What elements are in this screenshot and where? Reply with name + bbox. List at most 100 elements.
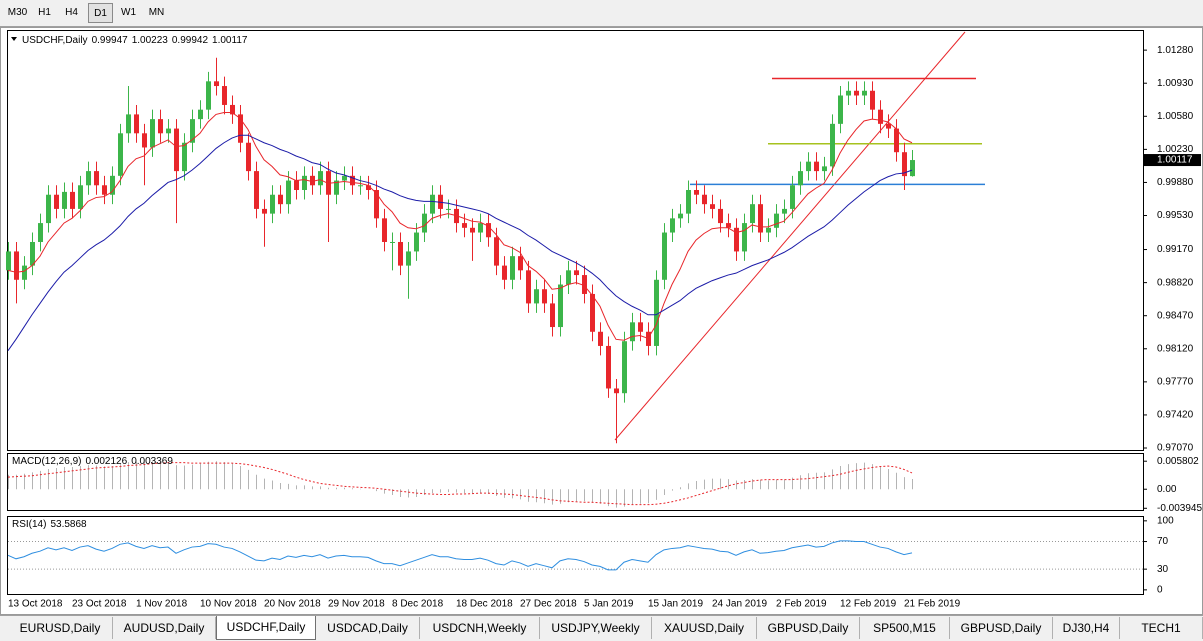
panel-title: USDCHF,Daily 0.99947 1.00223 0.99942 1.00117: [22, 35, 248, 46]
candle-body: [510, 256, 515, 280]
candle-body: [22, 265, 27, 280]
chart-tab[interactable]: USDCAD,Daily: [316, 617, 420, 639]
candle-body: [182, 142, 187, 172]
candle-body: [334, 180, 339, 195]
x-tick-label: 10 Nov 2018: [200, 599, 257, 610]
timeframe-button[interactable]: H1: [38, 7, 51, 18]
candle-body: [518, 256, 523, 271]
candle-body: [190, 119, 195, 143]
candle-body: [814, 161, 819, 172]
chart-tab[interactable]: USDCNH,Weekly: [420, 617, 540, 639]
candle-body: [134, 114, 139, 134]
candle-body: [758, 204, 763, 233]
indicator-line: [7, 540, 913, 571]
y-tick-label: 1.00230: [1157, 144, 1194, 155]
candle-body: [526, 270, 531, 304]
indicator-line: [7, 134, 913, 351]
candle-body: [302, 175, 307, 191]
collapse-marker: [11, 37, 17, 41]
candle-body: [318, 171, 323, 186]
candle-body: [382, 218, 387, 242]
y-tick-label: 1.00580: [1157, 111, 1194, 122]
x-tick-label: 15 Jan 2019: [648, 599, 703, 610]
candle-body: [838, 95, 843, 124]
y-tick-label: 0.99530: [1157, 210, 1194, 221]
chart-tab[interactable]: SP500,M15: [860, 617, 950, 639]
timeframe-toolbar: M30 H1 H4 D1 W1 MN: [0, 0, 1203, 27]
candle-body: [446, 208, 451, 210]
candle-body: [38, 223, 43, 242]
candle-body: [590, 293, 595, 332]
candle-body: [790, 185, 795, 209]
y-tick-label: 0.98470: [1157, 310, 1194, 321]
candle-body: [686, 190, 691, 214]
candle-body: [206, 81, 211, 110]
x-tick-label: 1 Nov 2018: [136, 599, 188, 610]
candle-body: [398, 241, 403, 266]
y-tick-label: 70: [1157, 536, 1169, 547]
candle-body: [110, 175, 115, 195]
chart-tab[interactable]: TECH1: [1120, 617, 1203, 639]
y-tick-label: 0.99880: [1157, 177, 1194, 188]
trend-line: [614, 31, 966, 441]
candle-body: [462, 223, 467, 228]
main-panel-frame: [7, 30, 1144, 451]
chart-tab[interactable]: USDJPY,Weekly: [540, 617, 652, 639]
candle-body: [286, 180, 291, 205]
candle-body: [46, 194, 51, 224]
chart-tab[interactable]: GBPUSD,Daily: [757, 617, 860, 639]
candle-body: [806, 161, 811, 172]
candle-body: [574, 270, 579, 276]
candle-body: [230, 104, 235, 115]
panel-title-part: RSI(14): [12, 519, 46, 530]
candle-body: [550, 303, 555, 328]
x-tick-label: 29 Nov 2018: [328, 599, 385, 610]
timeframe-button[interactable]: W1: [121, 7, 136, 18]
x-tick-label: 20 Nov 2018: [264, 599, 321, 610]
chart-tab[interactable]: AUDUSD,Daily: [113, 617, 216, 639]
x-tick-label: 24 Jan 2019: [712, 599, 767, 610]
panel-title-part: 1.00223: [132, 35, 169, 46]
y-tick-label: 0: [1157, 584, 1163, 595]
panel-title-part: 1.00117: [212, 35, 248, 46]
chart-tab[interactable]: DJ30,H4: [1053, 617, 1120, 639]
chart-tab[interactable]: USDCHF,Daily: [216, 616, 316, 640]
timeframe-button[interactable]: H4: [65, 7, 78, 18]
candle-body: [470, 227, 475, 233]
candle-body: [502, 265, 507, 280]
panel-title-part: 0.003369: [131, 456, 173, 467]
candle-body: [478, 223, 483, 233]
chart-tab[interactable]: XAUUSD,Daily: [652, 617, 757, 639]
y-tick-label: 0.97420: [1157, 410, 1194, 421]
candle-body: [702, 194, 707, 205]
y-tick-label: 0.98820: [1157, 277, 1194, 288]
chart-tab[interactable]: EURUSD,Daily: [8, 617, 113, 639]
candle-body: [630, 322, 635, 342]
candle-body: [670, 218, 675, 233]
candle-body: [878, 109, 883, 124]
timeframe-button[interactable]: D1: [88, 3, 113, 23]
candle-body: [30, 241, 35, 266]
panel-title: RSI(14) 53.5868: [12, 519, 87, 530]
panel-title: MACD(12,26,9) 0.002126 0.003369: [12, 456, 173, 467]
candle-body: [78, 185, 83, 209]
candle-body: [606, 345, 611, 389]
candle-body: [102, 185, 107, 195]
x-tick-label: 5 Jan 2019: [584, 599, 634, 610]
candle-body: [646, 331, 651, 346]
chart-tab[interactable]: GBPUSD,Daily: [950, 617, 1053, 639]
timeframe-button[interactable]: MN: [148, 7, 165, 18]
candle-body: [870, 90, 875, 110]
timeframe-button[interactable]: M30: [7, 7, 28, 18]
candle-body: [358, 185, 363, 187]
panel-title-part: 0.99947: [92, 35, 129, 46]
panel-title-part: MACD(12,26,9): [12, 456, 81, 467]
candle-body: [726, 223, 731, 228]
y-tick-label: 1.00930: [1157, 78, 1194, 89]
candle-body: [262, 208, 267, 214]
candle-body: [798, 171, 803, 186]
candle-body: [678, 213, 683, 219]
x-tick-label: 12 Feb 2019: [840, 599, 897, 610]
current-price-label: 1.00117: [1157, 155, 1193, 166]
chart-tabs: EURUSD,Daily AUDUSD,Daily USDCHF,Daily USDC…: [0, 615, 1203, 641]
